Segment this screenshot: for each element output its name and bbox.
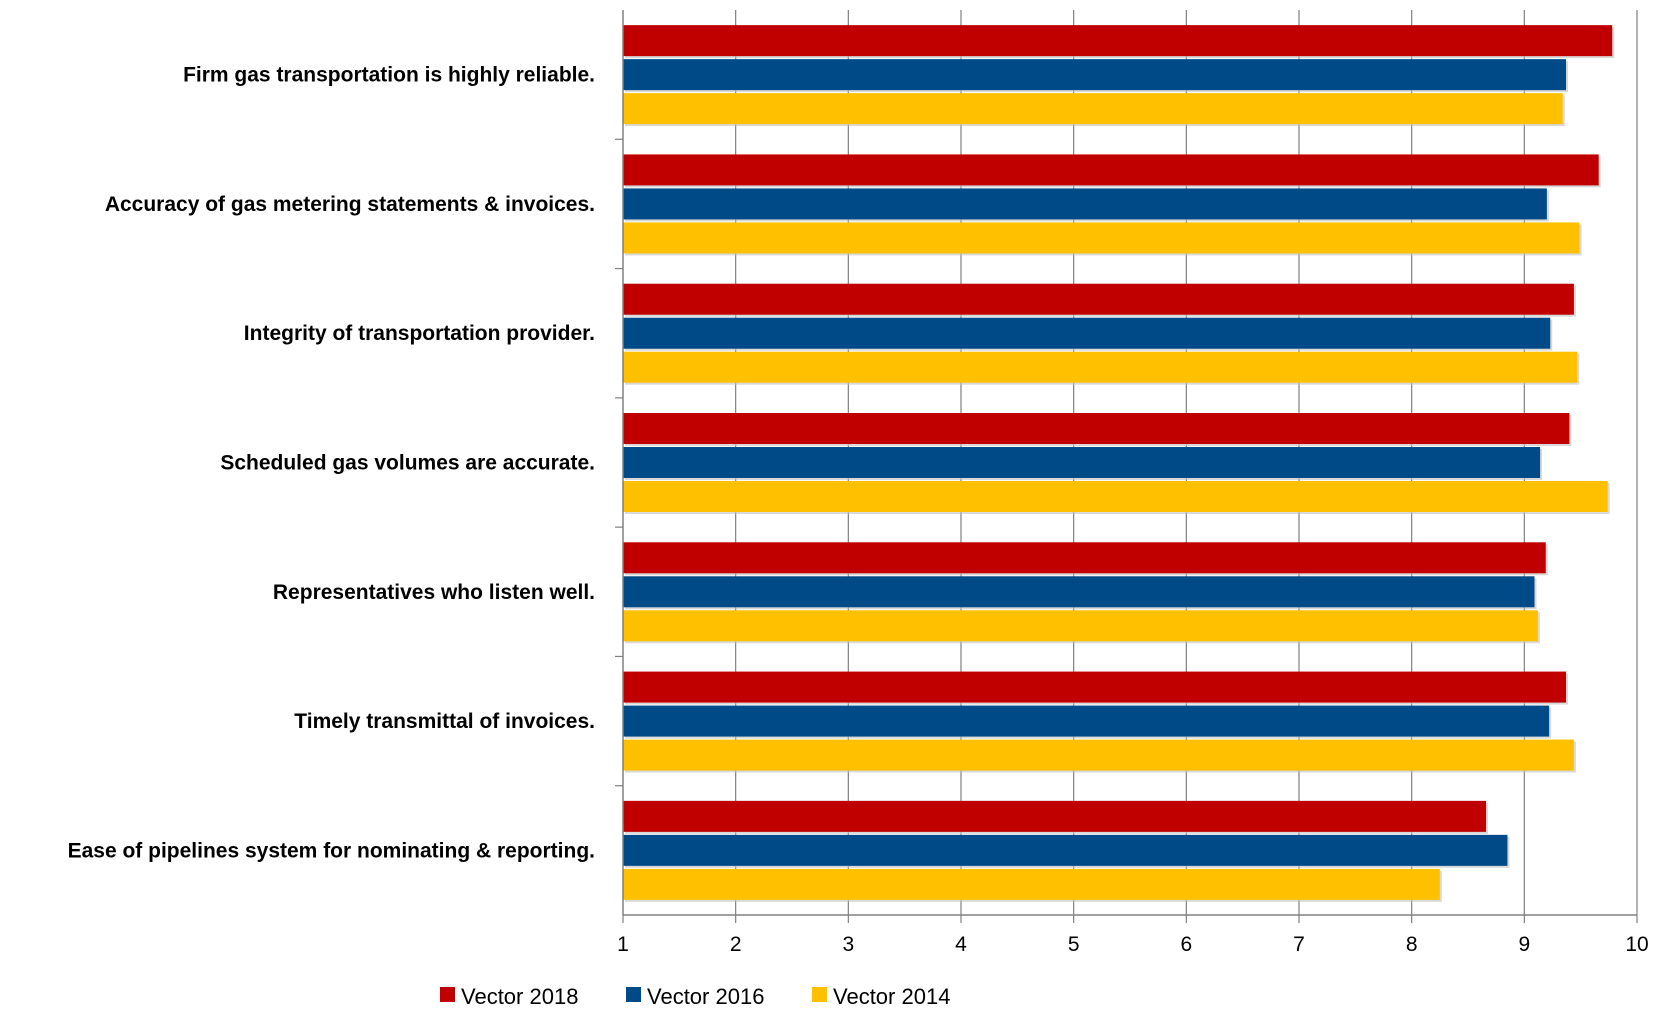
- bar-vector-2014-3: [623, 351, 1578, 383]
- legend-swatch: [812, 987, 827, 1002]
- bar-vector-2016-5: [623, 576, 1535, 608]
- bar-vector-2014-2: [623, 222, 1580, 254]
- x-tick-label: 2: [730, 933, 742, 956]
- x-tick-label: 5: [1068, 933, 1080, 956]
- bar-vector-2016-1: [623, 59, 1567, 91]
- x-tick-label: 3: [842, 933, 854, 956]
- category-label: Ease of pipelines system for nominating …: [68, 839, 595, 862]
- legend: Vector 2018 Vector 2016 Vector 2014: [440, 984, 950, 1009]
- category-labels: Firm gas transportation is highly reliab…: [68, 64, 595, 863]
- bar-vector-2018-5: [623, 542, 1546, 574]
- x-tick-label: 6: [1180, 933, 1192, 956]
- bars: [623, 25, 1615, 902]
- category-label: Scheduled gas volumes are accurate.: [220, 452, 595, 475]
- category-label: Firm gas transportation is highly reliab…: [183, 64, 595, 87]
- x-tick-label: 9: [1518, 933, 1530, 956]
- legend-label: Vector 2014: [833, 984, 950, 1009]
- bar-vector-2018-1: [623, 25, 1613, 57]
- bar-vector-2018-3: [623, 283, 1574, 315]
- category-label: Accuracy of gas metering statements & in…: [105, 193, 595, 216]
- x-tick-labels: 1 2 3 4 5 6 7 8 9 10: [617, 933, 1649, 956]
- bar-vector-2018-7: [623, 800, 1487, 832]
- legend-label: Vector 2016: [647, 984, 764, 1009]
- axes: [615, 10, 1638, 923]
- bar-vector-2014-4: [623, 481, 1608, 512]
- category-label: Timely transmittal of invoices.: [294, 710, 595, 733]
- legend-label: Vector 2018: [461, 984, 578, 1009]
- bar-vector-2018-2: [623, 154, 1599, 186]
- legend-swatch: [440, 987, 455, 1002]
- legend-swatch: [626, 987, 641, 1002]
- category-label: Representatives who listen well.: [273, 581, 595, 604]
- bar-vector-2016-7: [623, 834, 1508, 866]
- x-tick-label: 7: [1293, 933, 1305, 956]
- bar-vector-2014-1: [623, 93, 1563, 125]
- bar-vector-2016-3: [623, 317, 1551, 349]
- x-tick-label: 8: [1406, 933, 1418, 956]
- bar-vector-2018-4: [623, 413, 1570, 444]
- bar-vector-2018-6: [623, 671, 1567, 703]
- bar-vector-2016-6: [623, 705, 1550, 737]
- category-label: Integrity of transportation provider.: [244, 322, 595, 345]
- x-tick-label: 10: [1625, 933, 1648, 956]
- x-tick-label: 1: [617, 933, 629, 956]
- bar-vector-2014-6: [623, 739, 1574, 771]
- bar-vector-2016-4: [623, 447, 1541, 478]
- bar-vector-2014-5: [623, 610, 1538, 642]
- bar-vector-2016-2: [623, 188, 1547, 220]
- bar-vector-2014-7: [623, 868, 1440, 900]
- x-tick-label: 4: [955, 933, 967, 956]
